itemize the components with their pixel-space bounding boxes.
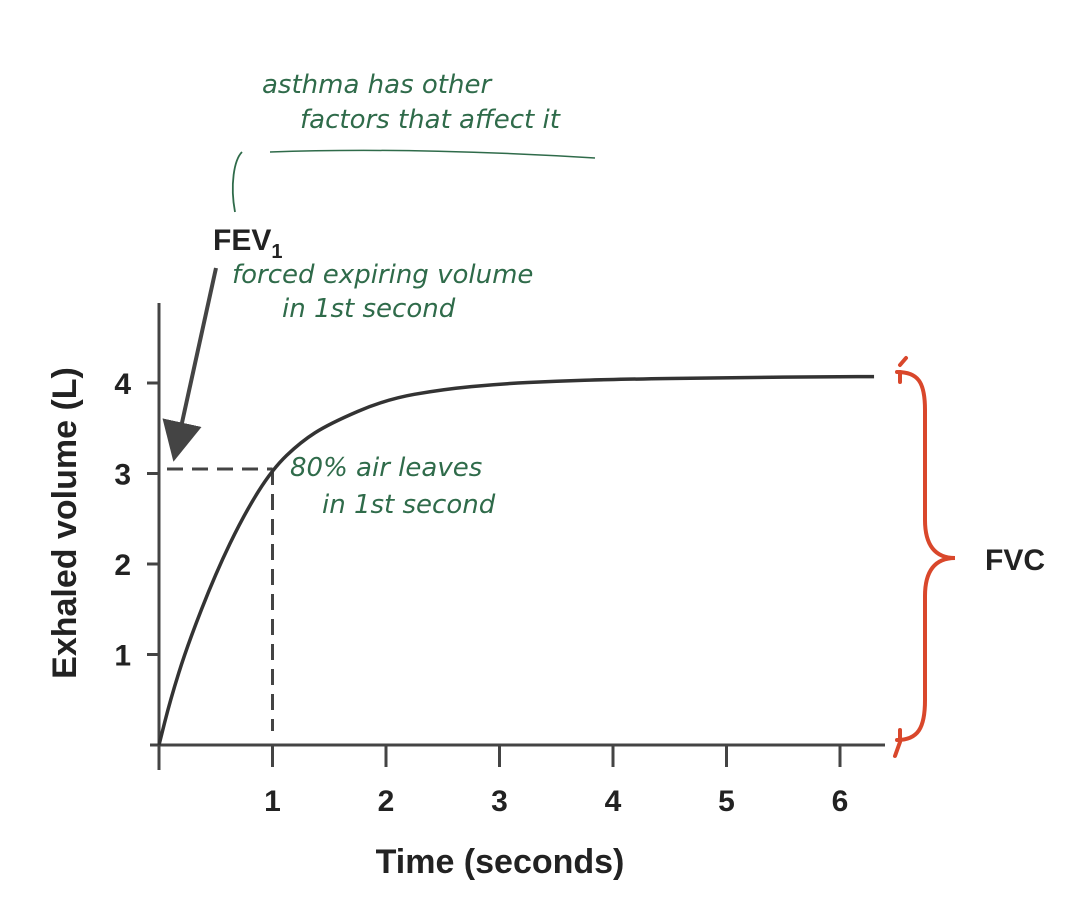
handwritten-note-line1: asthma has other [262, 70, 493, 100]
fev1-arrow [162, 267, 218, 462]
handwritten-underline [269, 149, 596, 159]
handwritten-bracket [231, 151, 243, 213]
handwritten-fev-line2: in 1st second [282, 294, 456, 324]
handwritten-percent-line2: in 1st second [322, 490, 496, 520]
y-axis-ticks [147, 381, 159, 656]
x-tick-label-6: 6 [832, 785, 849, 818]
y-tick-label-3: 3 [114, 459, 131, 492]
x-tick-label-3: 3 [491, 785, 508, 818]
fvc-label: FVC [985, 544, 1045, 577]
fev1-label: FEV1 [213, 224, 282, 263]
exhaled-volume-curve [157, 374, 875, 746]
x-axis-title: Time (seconds) [376, 843, 625, 881]
y-tick-label-4: 4 [114, 368, 131, 401]
handwritten-percent-line1: 80% air leaves [290, 453, 482, 483]
handwritten-fev-line1: forced expiring volume [232, 260, 533, 290]
y-tick-label-2: 2 [114, 549, 131, 582]
y-axis-title: Exhaled volume (L) [46, 367, 84, 679]
y-axis-tick-labels: 1 2 3 4 [114, 368, 131, 673]
x-axis-ticks [271, 745, 842, 767]
handwritten-note-line2: factors that affect it [300, 105, 561, 135]
fev1-subscript: 1 [271, 241, 282, 263]
x-tick-label-5: 5 [718, 785, 735, 818]
fvc-brace-bottom-tick [893, 728, 902, 758]
x-tick-label-4: 4 [605, 785, 622, 818]
x-tick-label-1: 1 [264, 785, 281, 818]
x-axis-tick-labels: 1 2 3 4 5 6 [264, 785, 848, 818]
fvc-brace-top-tick [898, 356, 908, 384]
fvc-brace [895, 370, 956, 742]
y-tick-label-1: 1 [114, 640, 131, 673]
x-tick-label-2: 2 [378, 785, 395, 818]
